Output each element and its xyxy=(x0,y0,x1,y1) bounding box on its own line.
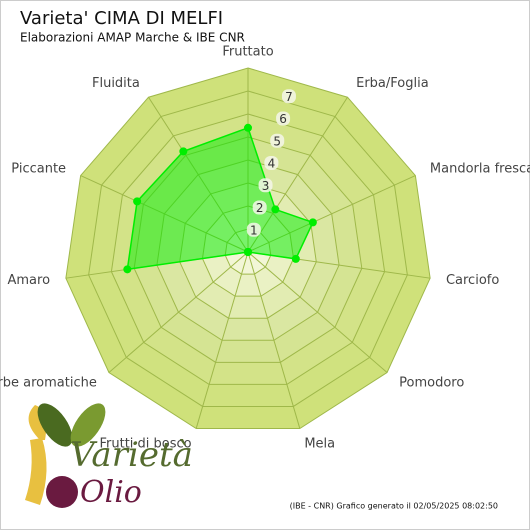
logo-leaf xyxy=(70,403,106,447)
tick-label-bg xyxy=(246,222,261,237)
logo-shape xyxy=(46,476,78,508)
logo-text: Varietà xyxy=(70,435,193,475)
category-label: Pomodoro xyxy=(399,375,464,390)
chart-subtitle: Elaborazioni AMAP Marche & IBE CNR xyxy=(20,31,245,45)
tick-label-bg xyxy=(258,178,273,193)
footer: (IBE - CNR) Grafico generato il 02/05/20… xyxy=(290,502,498,511)
tick-label: 7 xyxy=(285,90,293,104)
tick-label: 6 xyxy=(279,112,287,126)
tick-label-bg xyxy=(281,89,296,104)
category-label: Frutti di bosco xyxy=(100,436,192,451)
data-point xyxy=(291,254,300,263)
category-label: Fruttato xyxy=(222,45,273,60)
tick-label: 3 xyxy=(262,179,270,193)
category-label: Mela xyxy=(304,436,335,451)
category-label: Erbe aromatiche xyxy=(0,375,97,390)
logo-leaf xyxy=(37,403,73,447)
data-point xyxy=(179,147,188,156)
tick-label: 4 xyxy=(268,157,276,171)
category-label: Erba/Foglia xyxy=(356,76,429,91)
data-point xyxy=(271,205,280,214)
category-label: Piccante xyxy=(11,161,66,176)
tick-label-bg xyxy=(276,111,291,126)
chart-title: Varieta' CIMA DI MELFI xyxy=(20,8,223,29)
axis-spoke xyxy=(247,251,388,373)
category-label: Amaro xyxy=(7,273,50,288)
tick-label-bg xyxy=(264,156,279,171)
data-point xyxy=(244,123,252,132)
tick-label: 5 xyxy=(273,134,281,148)
logo: Varietà Olio xyxy=(25,403,193,510)
axis-spoke xyxy=(108,251,249,373)
tick-label-bg xyxy=(252,200,267,215)
data-point xyxy=(123,265,132,274)
category-label: Mandorla fresca xyxy=(430,161,530,176)
axis-spoke xyxy=(247,251,301,429)
tick-label: 2 xyxy=(256,201,264,215)
data-point xyxy=(244,248,252,256)
category-label: Fluidita xyxy=(92,76,140,91)
logo-shape xyxy=(25,438,47,505)
axis-spoke xyxy=(195,251,249,429)
logo-text: Olio xyxy=(80,475,142,510)
tick-label: 1 xyxy=(250,223,258,237)
data-point xyxy=(133,197,142,206)
tick-label-bg xyxy=(270,133,285,148)
data-point xyxy=(308,218,317,227)
category-label: Carciofo xyxy=(446,273,499,288)
